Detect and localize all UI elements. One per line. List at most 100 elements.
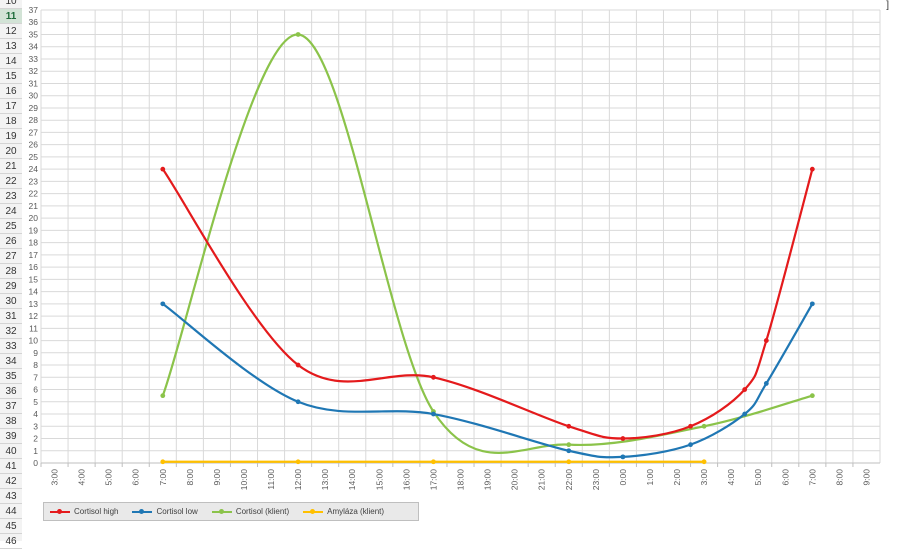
data-point bbox=[620, 436, 626, 441]
row-header[interactable]: 46 bbox=[0, 534, 22, 549]
y-tick-label: 9 bbox=[33, 348, 38, 358]
row-header[interactable]: 19 bbox=[0, 129, 22, 144]
y-tick-label: 17 bbox=[29, 250, 39, 260]
chart-legend[interactable]: Cortisol high Cortisol low Cortisol (klien… bbox=[43, 502, 419, 521]
y-tick-label: 35 bbox=[29, 29, 39, 39]
row-header[interactable]: 10 bbox=[0, 0, 22, 9]
x-tick-label: 4:00 bbox=[77, 469, 87, 486]
x-tick-label: 0:00 bbox=[618, 469, 628, 486]
x-tick-label: 3:00 bbox=[50, 469, 60, 486]
legend-item[interactable]: Cortisol (klient) bbox=[211, 507, 289, 516]
row-header[interactable]: 22 bbox=[0, 174, 22, 189]
x-tick-label: 14:00 bbox=[347, 469, 357, 491]
row-header[interactable]: 45 bbox=[0, 519, 22, 534]
data-point bbox=[431, 411, 436, 417]
data-point bbox=[295, 32, 301, 37]
row-header[interactable]: 33 bbox=[0, 339, 22, 354]
y-tick-label: 22 bbox=[29, 189, 39, 199]
row-header[interactable]: 40 bbox=[0, 444, 22, 459]
row-header[interactable]: 11 bbox=[0, 9, 22, 24]
legend-item[interactable]: Cortisol high bbox=[50, 507, 118, 516]
x-tick-label: 4:00 bbox=[726, 469, 736, 486]
y-tick-label: 32 bbox=[29, 66, 39, 76]
y-tick-label: 23 bbox=[29, 176, 39, 186]
row-header[interactable]: 25 bbox=[0, 219, 22, 234]
row-header[interactable]: 12 bbox=[0, 24, 22, 39]
legend-item[interactable]: Cortisol low bbox=[132, 507, 198, 516]
data-point bbox=[763, 381, 769, 386]
y-tick-label: 8 bbox=[33, 360, 38, 370]
x-tick-label: 6:00 bbox=[780, 469, 790, 486]
y-tick-label: 19 bbox=[29, 225, 39, 235]
y-tick-label: 37 bbox=[29, 5, 39, 15]
y-tick-label: 26 bbox=[29, 140, 39, 150]
row-header[interactable]: 15 bbox=[0, 69, 22, 84]
legend-item[interactable]: Amyláza (klient) bbox=[303, 507, 384, 516]
x-tick-label: 19:00 bbox=[483, 469, 493, 491]
row-header[interactable]: 30 bbox=[0, 294, 22, 309]
row-header[interactable]: 17 bbox=[0, 99, 22, 114]
x-tick-label: 23:00 bbox=[591, 469, 601, 491]
row-header[interactable]: 13 bbox=[0, 39, 22, 54]
x-tick-label: 8:00 bbox=[185, 469, 195, 486]
data-point bbox=[688, 423, 693, 429]
x-tick-label: 3:00 bbox=[699, 469, 709, 486]
row-header[interactable]: 42 bbox=[0, 474, 22, 489]
data-point bbox=[688, 442, 693, 448]
row-header[interactable]: 29 bbox=[0, 279, 22, 294]
y-tick-label: 30 bbox=[29, 91, 39, 101]
row-header[interactable]: 21 bbox=[0, 159, 22, 174]
row-header[interactable]: 18 bbox=[0, 114, 22, 129]
legend-label: Cortisol high bbox=[74, 507, 119, 516]
y-tick-label: 27 bbox=[29, 127, 39, 137]
row-header[interactable]: 37 bbox=[0, 399, 22, 414]
x-tick-label: 11:00 bbox=[266, 469, 276, 490]
row-header[interactable]: 34 bbox=[0, 354, 22, 369]
row-header[interactable]: 24 bbox=[0, 204, 22, 219]
x-tick-label: 7:00 bbox=[807, 469, 817, 486]
y-tick-label: 1 bbox=[33, 446, 38, 456]
y-tick-label: 4 bbox=[33, 409, 38, 419]
data-point bbox=[160, 166, 166, 172]
legend-swatch-icon bbox=[211, 508, 232, 515]
row-header[interactable]: 36 bbox=[0, 384, 22, 399]
resize-handle-icon[interactable]: ] bbox=[886, 0, 889, 11]
y-tick-label: 10 bbox=[29, 336, 39, 346]
y-tick-label: 6 bbox=[33, 385, 38, 395]
row-header[interactable]: 14 bbox=[0, 54, 22, 69]
row-header[interactable]: 26 bbox=[0, 234, 22, 249]
row-header[interactable]: 32 bbox=[0, 324, 22, 339]
data-point bbox=[701, 423, 707, 429]
x-tick-label: 16:00 bbox=[401, 469, 411, 491]
row-header[interactable]: 39 bbox=[0, 429, 22, 444]
data-point bbox=[160, 301, 166, 307]
row-header[interactable]: 20 bbox=[0, 144, 22, 159]
y-tick-label: 2 bbox=[33, 434, 38, 444]
x-tick-label: 17:00 bbox=[428, 469, 438, 491]
x-tick-label: 5:00 bbox=[753, 469, 763, 486]
row-header[interactable]: 35 bbox=[0, 369, 22, 384]
x-tick-label: 22:00 bbox=[564, 469, 574, 491]
data-point bbox=[809, 301, 815, 307]
line-chart[interactable]: 0123456789101112131415161718192021222324… bbox=[22, 0, 905, 541]
x-tick-label: 20:00 bbox=[510, 469, 520, 491]
data-point bbox=[701, 459, 707, 465]
x-tick-label: 9:00 bbox=[861, 469, 871, 486]
y-tick-label: 14 bbox=[29, 287, 39, 297]
x-tick-label: 7:00 bbox=[158, 469, 168, 486]
data-point bbox=[566, 448, 572, 454]
row-header[interactable]: 16 bbox=[0, 84, 22, 99]
y-tick-label: 20 bbox=[29, 213, 39, 223]
row-header[interactable]: 23 bbox=[0, 189, 22, 204]
data-point bbox=[763, 338, 769, 343]
row-header[interactable]: 43 bbox=[0, 489, 22, 504]
y-tick-label: 18 bbox=[29, 238, 39, 248]
row-header[interactable]: 28 bbox=[0, 264, 22, 279]
row-header[interactable]: 38 bbox=[0, 414, 22, 429]
row-header[interactable]: 44 bbox=[0, 504, 22, 519]
y-tick-label: 5 bbox=[33, 397, 38, 407]
row-header[interactable]: 41 bbox=[0, 459, 22, 474]
x-tick-label: 13:00 bbox=[320, 469, 330, 491]
row-header[interactable]: 31 bbox=[0, 309, 22, 324]
row-header[interactable]: 27 bbox=[0, 249, 22, 264]
